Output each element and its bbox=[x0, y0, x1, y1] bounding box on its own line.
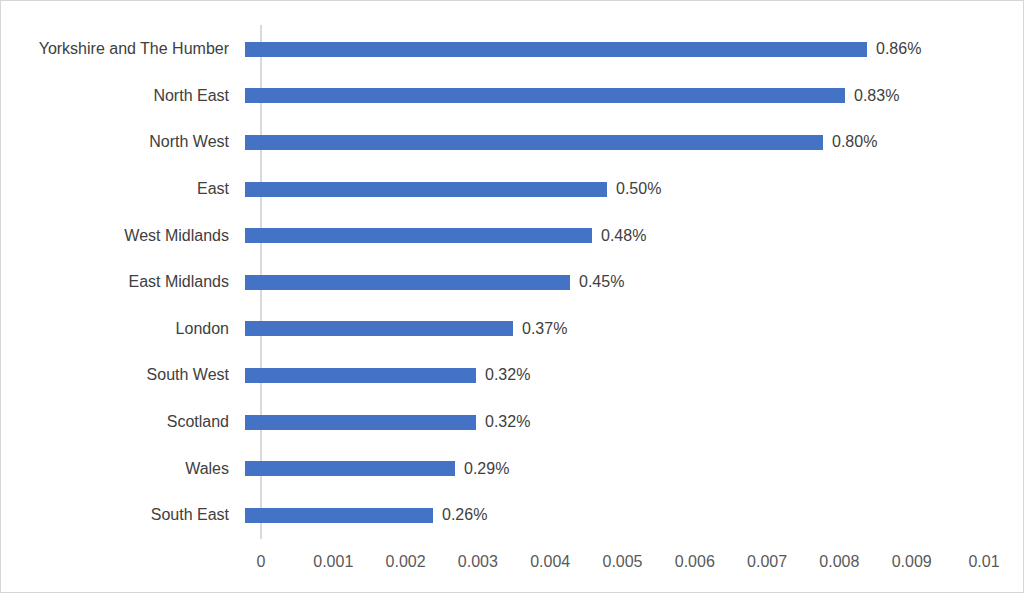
chart-row: West Midlands 0.48% bbox=[1, 212, 1023, 259]
bar bbox=[245, 321, 513, 336]
x-axis-tick-label: 0.009 bbox=[892, 553, 932, 571]
chart-row: South East 0.26% bbox=[1, 492, 1023, 539]
x-axis-tick-label: 0.004 bbox=[530, 553, 570, 571]
x-axis-tick-label: 0 bbox=[257, 553, 266, 571]
bar bbox=[245, 508, 433, 523]
bar-chart: Yorkshire and The Humber 0.86% North East 0… bbox=[0, 0, 1024, 593]
category-label: Wales bbox=[1, 460, 245, 478]
chart-row: South West 0.32% bbox=[1, 352, 1023, 399]
value-label: 0.32% bbox=[485, 413, 530, 431]
x-axis-tick-label: 0.007 bbox=[747, 553, 787, 571]
value-label: 0.32% bbox=[485, 366, 530, 384]
category-label: South West bbox=[1, 366, 245, 384]
category-label: North East bbox=[1, 87, 245, 105]
value-label: 0.50% bbox=[616, 180, 661, 198]
value-label: 0.37% bbox=[522, 320, 567, 338]
category-label: West Midlands bbox=[1, 227, 245, 245]
x-axis-tick-label: 0.008 bbox=[819, 553, 859, 571]
chart-row: North East 0.83% bbox=[1, 73, 1023, 120]
category-label: South East bbox=[1, 506, 245, 524]
chart-row: London 0.37% bbox=[1, 306, 1023, 353]
x-axis-tick-label: 0.006 bbox=[675, 553, 715, 571]
category-label: East Midlands bbox=[1, 273, 245, 291]
value-label: 0.48% bbox=[601, 227, 646, 245]
value-label: 0.83% bbox=[854, 87, 899, 105]
bar bbox=[245, 182, 607, 197]
category-label: London bbox=[1, 320, 245, 338]
category-label: Scotland bbox=[1, 413, 245, 431]
value-label: 0.80% bbox=[832, 133, 877, 151]
bar bbox=[245, 135, 823, 150]
bar bbox=[245, 368, 476, 383]
x-axis-tick-label: 0.005 bbox=[602, 553, 642, 571]
chart-row: Scotland 0.32% bbox=[1, 399, 1023, 446]
chart-row: North West 0.80% bbox=[1, 119, 1023, 166]
bar bbox=[245, 228, 592, 243]
bar bbox=[245, 415, 476, 430]
x-axis-tick-label: 0.01 bbox=[968, 553, 999, 571]
chart-row: Yorkshire and The Humber 0.86% bbox=[1, 26, 1023, 73]
chart-row: Wales 0.29% bbox=[1, 445, 1023, 492]
chart-row: East Midlands 0.45% bbox=[1, 259, 1023, 306]
value-label: 0.29% bbox=[464, 460, 509, 478]
x-axis-tick-label: 0.003 bbox=[458, 553, 498, 571]
bar bbox=[245, 461, 455, 476]
category-label: East bbox=[1, 180, 245, 198]
bar bbox=[245, 275, 570, 290]
value-label: 0.26% bbox=[442, 506, 487, 524]
value-label: 0.45% bbox=[579, 273, 624, 291]
x-axis-tick-label: 0.002 bbox=[386, 553, 426, 571]
bar bbox=[245, 88, 845, 103]
value-label: 0.86% bbox=[876, 40, 921, 58]
bar bbox=[245, 42, 867, 57]
x-axis-tick-label: 0.001 bbox=[313, 553, 353, 571]
category-label: Yorkshire and The Humber bbox=[1, 40, 245, 58]
chart-row: East 0.50% bbox=[1, 166, 1023, 213]
category-label: North West bbox=[1, 133, 245, 151]
